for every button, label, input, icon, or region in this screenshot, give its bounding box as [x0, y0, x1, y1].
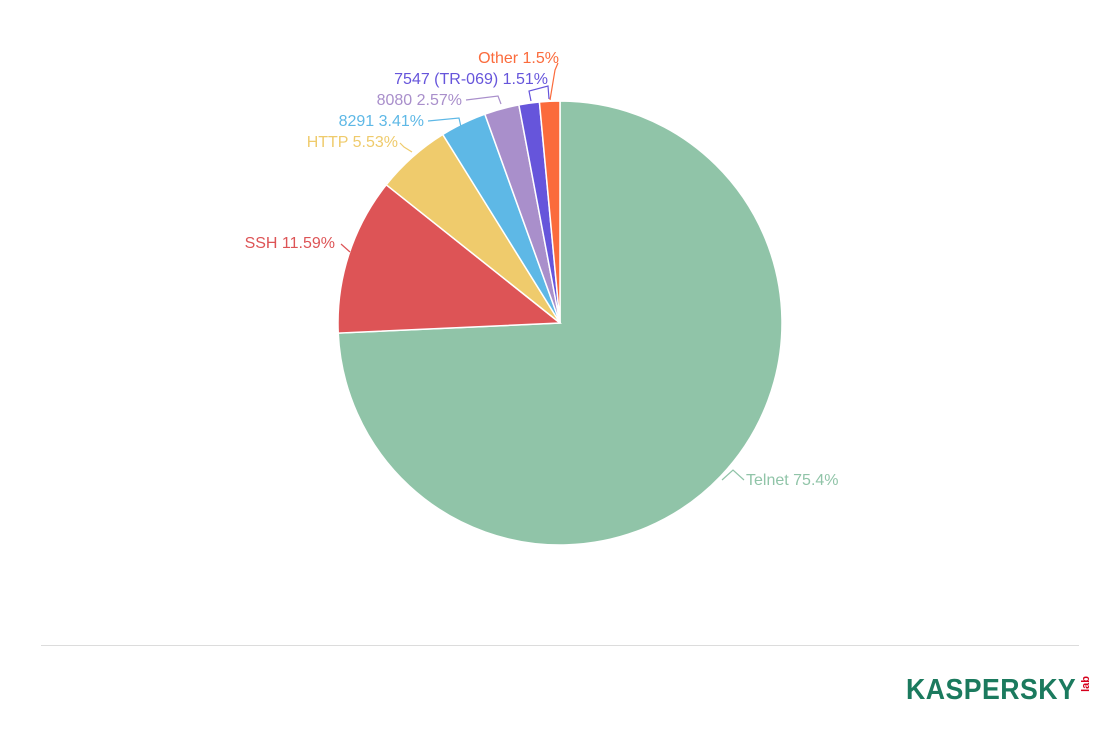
pie-slice-ssh — [337, 183, 563, 334]
leader-line-http — [399, 142, 413, 153]
leader-lines — [340, 62, 745, 481]
footer-divider — [41, 645, 1079, 646]
logo-lab-suffix: lab — [1080, 676, 1092, 692]
slice-label-other: Other 1.5% — [478, 50, 559, 67]
pie-slice-other — [538, 100, 561, 324]
kaspersky-lab-logo: KASPERSKY lab — [906, 672, 1092, 708]
leader-line-8291 — [427, 117, 462, 128]
slice-label-8080: 8080 2.57% — [377, 92, 462, 109]
leader-line-ssh — [340, 243, 351, 253]
leader-line-7547-tr-069 — [528, 85, 550, 102]
leader-line-telnet — [721, 469, 745, 481]
logo-wordmark: KASPERSKY — [906, 674, 1077, 706]
slice-label-http: HTTP 5.53% — [307, 134, 398, 151]
leader-line-other — [549, 62, 559, 101]
slice-label-ssh: SSH 11.59% — [245, 235, 335, 252]
pie-slices — [337, 100, 783, 546]
slice-label-7547-tr-069: 7547 (TR-069) 1.51% — [394, 71, 548, 88]
slice-label-telnet: Telnet 75.4% — [746, 472, 839, 489]
leader-line-8080 — [465, 95, 502, 105]
slice-label-8291: 8291 3.41% — [339, 113, 424, 130]
slice-labels: Telnet 75.4% SSH 11.59% HTTP 5.53% 8291 3.4… — [245, 50, 839, 489]
